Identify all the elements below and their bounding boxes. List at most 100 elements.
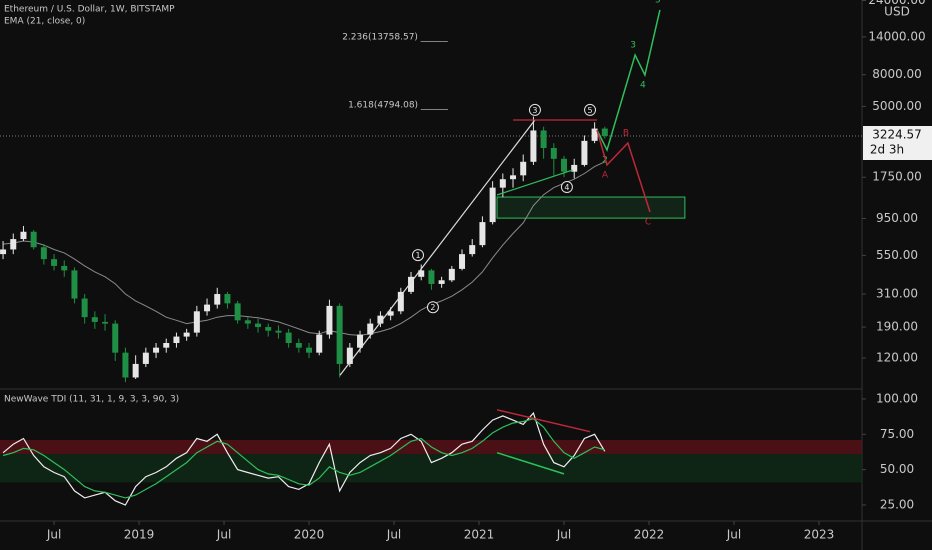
candle-body xyxy=(285,332,292,344)
candle-body xyxy=(193,311,200,333)
y-tick-label: 100.00 xyxy=(876,391,918,405)
candle-body xyxy=(204,304,211,312)
wave-marker xyxy=(411,249,424,262)
candle-body xyxy=(346,347,353,364)
x-tick-label: 2023 xyxy=(804,528,835,542)
candle-body xyxy=(295,343,302,348)
candle-body xyxy=(581,140,588,165)
wave-marker xyxy=(584,103,597,116)
y-tick-label: 1750.00 xyxy=(872,170,922,184)
candle-body xyxy=(377,315,384,324)
candle-body xyxy=(91,317,98,322)
candle-body xyxy=(183,332,190,337)
candle-body xyxy=(81,298,88,318)
candle-body xyxy=(601,128,608,136)
x-tick-label: 2021 xyxy=(464,528,495,542)
candle-body xyxy=(561,158,568,172)
wave-label: 5 xyxy=(655,0,661,5)
candle-body xyxy=(316,334,323,353)
candle-body xyxy=(530,130,537,162)
wave-projection xyxy=(596,129,651,213)
wave-number: 4 xyxy=(564,183,569,192)
candle-body xyxy=(244,320,251,324)
y-tick-label: 5000.00 xyxy=(872,99,922,113)
candle-body xyxy=(214,294,221,305)
candle-body xyxy=(10,239,17,250)
candle-body xyxy=(571,164,578,172)
x-tick-label: Jul xyxy=(556,528,571,542)
trendline xyxy=(339,119,536,376)
y-tick-label: 120.00 xyxy=(876,351,918,365)
x-tick-label: Jul xyxy=(216,528,231,542)
x-tick-label: 2022 xyxy=(634,528,665,542)
currency-badge[interactable] xyxy=(879,4,915,20)
candle-body xyxy=(408,276,415,292)
candle-body xyxy=(510,175,517,180)
candle-body xyxy=(112,323,119,353)
candle-body xyxy=(499,179,506,188)
candle-body xyxy=(102,321,109,324)
y-tick-label: 25.00 xyxy=(880,498,914,512)
candle-body xyxy=(550,147,557,159)
x-tick-label: 2020 xyxy=(294,528,325,542)
candle-body xyxy=(255,323,262,328)
y-tick-label: 950.00 xyxy=(876,211,918,225)
x-tick-label: Jul xyxy=(46,528,61,542)
x-tick-label: 2019 xyxy=(124,528,155,542)
candle-body xyxy=(71,270,78,299)
y-tick-label: 50.00 xyxy=(880,462,914,476)
candle-body xyxy=(357,334,364,348)
x-tick-label: Jul xyxy=(726,528,741,542)
candle-body xyxy=(40,247,47,260)
candle-body xyxy=(459,254,466,269)
y-tick-label: 550.00 xyxy=(876,248,918,262)
fib-label: 1.618(4794.08) ______ xyxy=(348,101,448,111)
wave-marker xyxy=(528,103,541,116)
x-tick-label: Jul xyxy=(386,528,401,542)
target-zone xyxy=(496,196,686,219)
wave-marker xyxy=(426,301,439,314)
tdi-line xyxy=(2,411,606,506)
wave-projection xyxy=(596,9,661,153)
candle-body xyxy=(448,268,455,281)
wave-label: A xyxy=(602,170,609,180)
candle-body xyxy=(540,130,547,148)
candle-body xyxy=(438,280,445,284)
ema-legend: EMA (21, close, 0) xyxy=(4,17,85,27)
candle-body xyxy=(132,363,139,378)
y-tick-label: 310.00 xyxy=(876,287,918,301)
candle-body xyxy=(265,327,272,331)
last-price-box xyxy=(863,125,932,160)
candle-body xyxy=(387,311,394,316)
candle-body xyxy=(591,128,598,141)
trendline xyxy=(496,169,573,196)
candle-body xyxy=(418,270,425,277)
plot: 24000.00 14000.00 8000.00 5000.00 1750.00 950… xyxy=(0,0,926,542)
candle-body xyxy=(428,270,435,284)
y-tick-label: 190.00 xyxy=(876,320,918,334)
divergence-line xyxy=(496,451,565,475)
candle-body xyxy=(275,330,282,333)
candle-body xyxy=(520,161,527,176)
candle-body xyxy=(153,347,160,353)
candle-body xyxy=(479,222,486,246)
currency[interactable]: USD xyxy=(884,5,910,19)
ema-line xyxy=(3,161,606,336)
candle-body xyxy=(469,245,476,255)
wave-label: C xyxy=(645,218,651,228)
candle-body xyxy=(397,291,404,312)
candle-body xyxy=(20,231,27,240)
countdown: 2d 3h xyxy=(870,142,904,156)
candle-body xyxy=(326,305,333,335)
candle-body xyxy=(142,352,149,364)
last-price: 3224.57 xyxy=(872,127,922,141)
wave-number: 1 xyxy=(415,251,420,260)
wave-label: 4 xyxy=(640,81,646,91)
chart-title: Ethereum / U.S. Dollar, 1W, BITSTAMP xyxy=(4,5,175,15)
candle-body xyxy=(173,336,180,344)
wave-marker xyxy=(560,181,573,194)
candle-body xyxy=(30,231,37,248)
candle-body xyxy=(0,249,7,255)
wave-number: 3 xyxy=(532,106,537,115)
y-tick-label: 8000.00 xyxy=(872,67,922,81)
